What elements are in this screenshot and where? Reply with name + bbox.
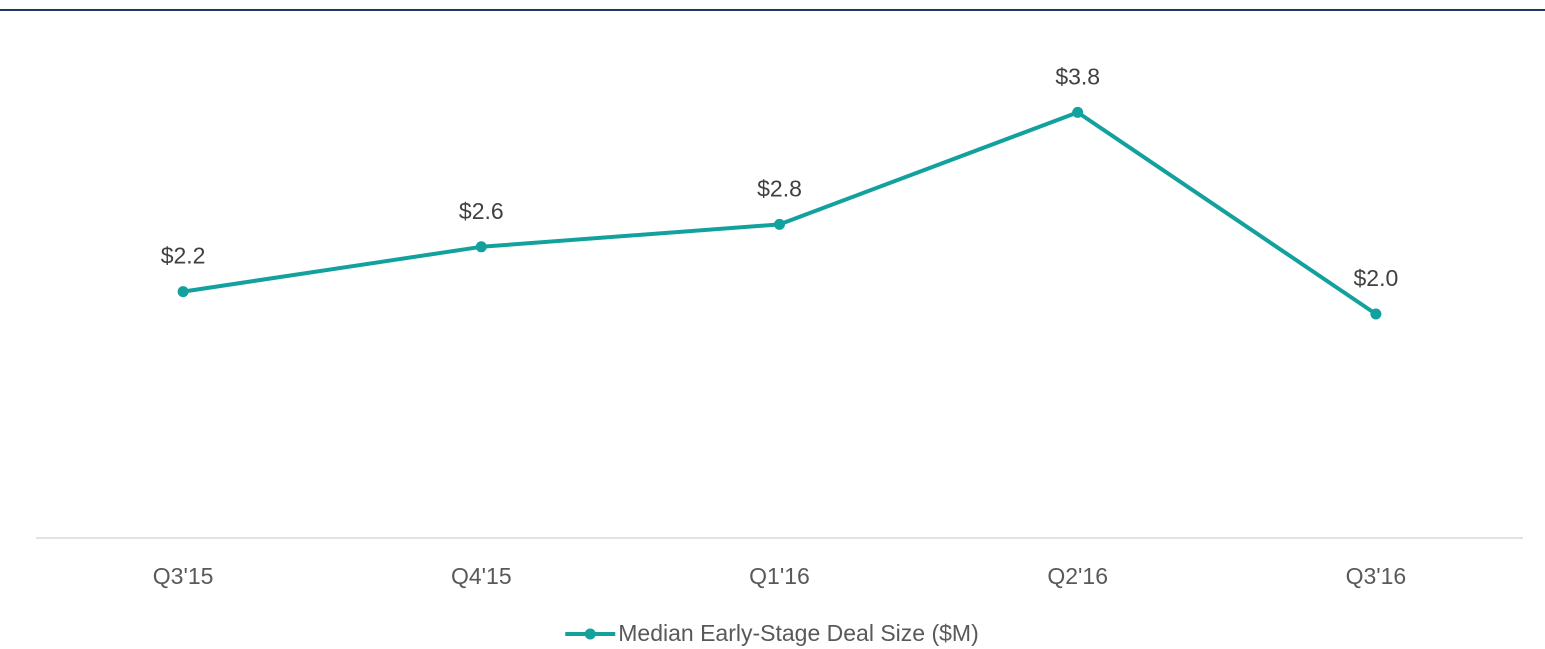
data-label: $2.6 [459, 198, 504, 224]
data-label: $3.8 [1055, 63, 1100, 89]
data-label: $2.0 [1354, 265, 1399, 291]
point [774, 218, 785, 230]
x-tick-label: Q3'15 [153, 563, 214, 589]
point [1072, 106, 1084, 118]
data-label: $2.8 [757, 175, 802, 201]
x-tick-label: Q1'16 [749, 563, 810, 589]
series-line [182, 110, 1378, 316]
x-tick-label: Q3'16 [1346, 563, 1407, 589]
legend-marker [584, 628, 596, 640]
data-label: $2.2 [161, 243, 206, 269]
point [475, 241, 487, 253]
point [1370, 308, 1382, 320]
legend-label: Median Early-Stage Deal Size ($M) [618, 620, 978, 646]
x-tick-label: Q2'16 [1047, 563, 1108, 589]
legend: Median Early-Stage Deal Size ($M) [565, 620, 979, 646]
x-tick-label: Q4'15 [451, 563, 512, 589]
point [177, 286, 189, 298]
